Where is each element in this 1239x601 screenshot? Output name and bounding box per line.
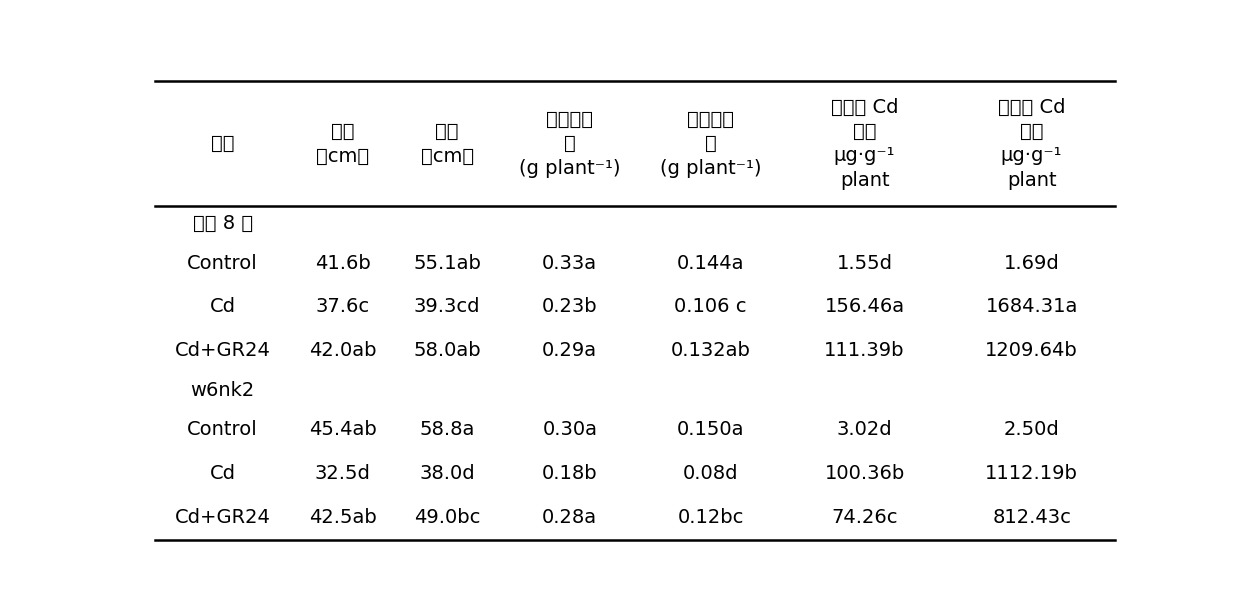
Text: 地上部 Cd
含量
μg·g⁻¹
plant: 地上部 Cd 含量 μg·g⁻¹ plant xyxy=(831,98,898,190)
Text: 58.8a: 58.8a xyxy=(420,420,475,439)
Text: 1209.64b: 1209.64b xyxy=(985,341,1078,361)
Text: 0.150a: 0.150a xyxy=(676,420,745,439)
Text: 55.1ab: 55.1ab xyxy=(413,254,481,272)
Text: Control: Control xyxy=(187,420,258,439)
Text: 41.6b: 41.6b xyxy=(315,254,370,272)
Text: 0.132ab: 0.132ab xyxy=(670,341,751,361)
Text: 0.29a: 0.29a xyxy=(543,341,597,361)
Text: 111.39b: 111.39b xyxy=(824,341,904,361)
Text: 39.3cd: 39.3cd xyxy=(414,297,481,317)
Text: 49.0bc: 49.0bc xyxy=(414,508,481,527)
Text: 58.0ab: 58.0ab xyxy=(414,341,481,361)
Text: 浙农 8 号: 浙农 8 号 xyxy=(192,214,253,233)
Text: 1.55d: 1.55d xyxy=(836,254,892,272)
Text: 0.30a: 0.30a xyxy=(543,420,597,439)
Text: 地下部 Cd
含量
μg·g⁻¹
plant: 地下部 Cd 含量 μg·g⁻¹ plant xyxy=(997,98,1066,190)
Text: 100.36b: 100.36b xyxy=(824,464,904,483)
Text: Cd+GR24: Cd+GR24 xyxy=(175,508,270,527)
Text: Cd: Cd xyxy=(209,464,235,483)
Text: 45.4ab: 45.4ab xyxy=(309,420,377,439)
Text: 处理: 处理 xyxy=(211,135,234,153)
Text: 0.12bc: 0.12bc xyxy=(678,508,743,527)
Text: 地下部干
重
(g plant⁻¹): 地下部干 重 (g plant⁻¹) xyxy=(660,110,762,178)
Text: 根长
（cm）: 根长 （cm） xyxy=(420,122,473,165)
Text: Control: Control xyxy=(187,254,258,272)
Text: 37.6c: 37.6c xyxy=(316,297,369,317)
Text: 0.08d: 0.08d xyxy=(683,464,738,483)
Text: 42.0ab: 42.0ab xyxy=(309,341,377,361)
Text: 3.02d: 3.02d xyxy=(836,420,892,439)
Text: 74.26c: 74.26c xyxy=(831,508,898,527)
Text: 0.18b: 0.18b xyxy=(541,464,597,483)
Text: Cd: Cd xyxy=(209,297,235,317)
Text: w6nk2: w6nk2 xyxy=(191,381,255,400)
Text: 1112.19b: 1112.19b xyxy=(985,464,1078,483)
Text: 1.69d: 1.69d xyxy=(1004,254,1059,272)
Text: 38.0d: 38.0d xyxy=(419,464,475,483)
Text: 2.50d: 2.50d xyxy=(1004,420,1059,439)
Text: 156.46a: 156.46a xyxy=(824,297,904,317)
Text: 32.5d: 32.5d xyxy=(315,464,370,483)
Text: 地上部干
重
(g plant⁻¹): 地上部干 重 (g plant⁻¹) xyxy=(519,110,621,178)
Text: Cd+GR24: Cd+GR24 xyxy=(175,341,270,361)
Text: 0.144a: 0.144a xyxy=(676,254,745,272)
Text: 812.43c: 812.43c xyxy=(992,508,1070,527)
Text: 0.33a: 0.33a xyxy=(543,254,597,272)
Text: 0.23b: 0.23b xyxy=(541,297,597,317)
Text: 0.28a: 0.28a xyxy=(543,508,597,527)
Text: 0.106 c: 0.106 c xyxy=(674,297,747,317)
Text: 42.5ab: 42.5ab xyxy=(309,508,377,527)
Text: 株高
（cm）: 株高 （cm） xyxy=(316,122,369,165)
Text: 1684.31a: 1684.31a xyxy=(985,297,1078,317)
